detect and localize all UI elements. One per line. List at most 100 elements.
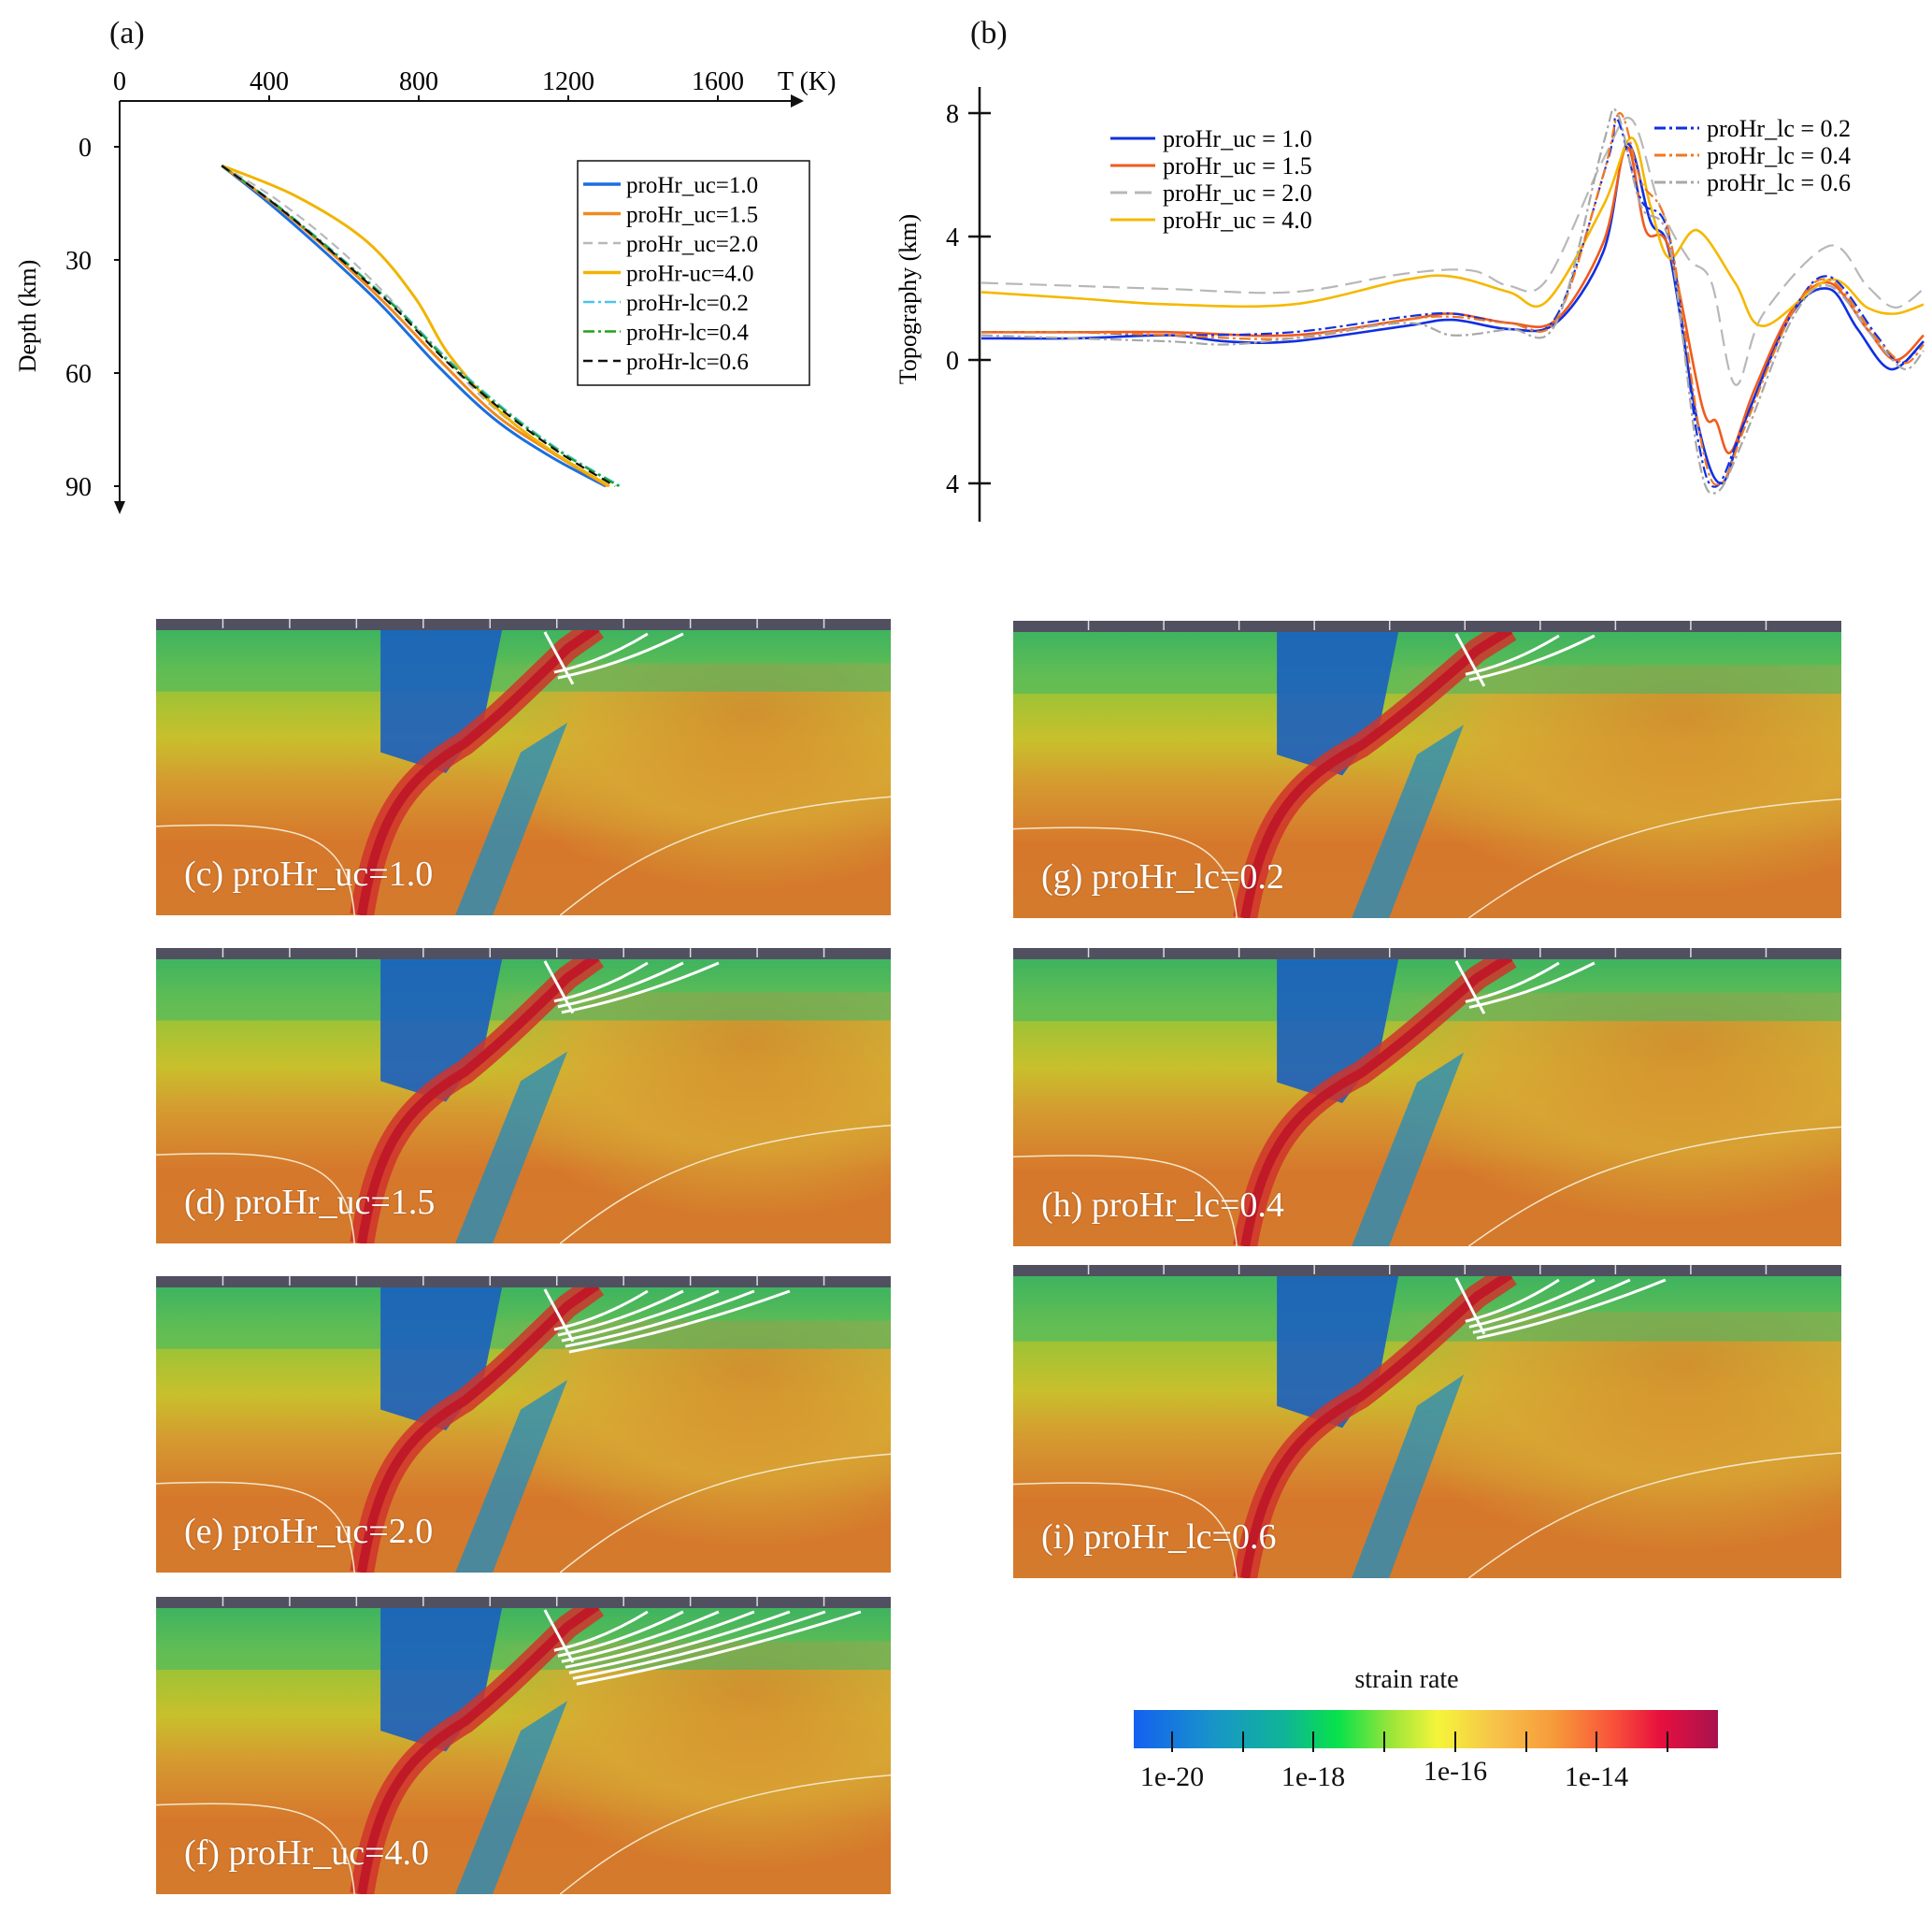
map-slab-sliver: [1352, 1052, 1465, 1246]
fault-trace-thrust: [561, 1610, 720, 1663]
legend-label: proHr_lc = 0.6: [1707, 169, 1851, 196]
y-axis-label: Depth (km): [14, 260, 41, 373]
strain-map-label: (e) proHr_uc=2.0: [184, 1512, 434, 1551]
y-tick-label: 4: [946, 470, 959, 499]
strain-map-c: (c) proHr_uc=1.0: [156, 619, 891, 915]
strain-map-label: (h) proHr_lc=0.4: [1041, 1185, 1284, 1225]
x-tick-label: 1600: [692, 67, 744, 96]
strain-map-canvas: [156, 619, 891, 915]
legend-label: proHr_uc=1.0: [626, 173, 758, 198]
x-tick-label: 0: [113, 67, 126, 96]
map-isotherm-right: [1467, 1126, 1841, 1246]
fault-trace-thrust: [576, 1610, 862, 1686]
strain-map-canvas: [1013, 621, 1841, 918]
strain-map-g: (g) proHr_lc=0.2: [1013, 621, 1841, 918]
legend-label: proHr-lc=0.2: [626, 291, 749, 316]
strain-map-label: (i) proHr_lc=0.6: [1041, 1517, 1277, 1557]
strain-map-h: (h) proHr_lc=0.4: [1013, 948, 1841, 1246]
map-shear-zone-core: [357, 953, 600, 1243]
map-surface-strip: [156, 948, 891, 959]
colorbar-tick: [1312, 1731, 1314, 1752]
fault-trace-thrust: [565, 1610, 755, 1669]
map-isotherm-right: [559, 796, 891, 915]
legend-label: proHr_uc = 1.0: [1163, 125, 1312, 152]
map-isotherm-right: [559, 1453, 891, 1573]
series-line-3: [221, 164, 610, 488]
temperature-depth-chart: 0 400 800 1200 1600 T (K) 0 30 60 90 Depth (km) pro…: [14, 67, 836, 514]
fault-trace-thrust: [1468, 634, 1596, 682]
fault-trace-thrust: [557, 1610, 684, 1658]
fault-trace-thrust: [553, 961, 649, 1003]
map-shear-zone-core: [357, 1281, 600, 1573]
colorbar-gradient: [1134, 1710, 1718, 1748]
legend-label: proHr-lc=0.6: [626, 350, 749, 375]
map-isotherm-left: [156, 824, 355, 915]
map-slab-sliver: [455, 1051, 568, 1243]
fault-trace-thrust: [572, 1610, 826, 1680]
map-isotherm-left: [156, 1153, 355, 1243]
map-isotherm-left: [156, 1481, 355, 1573]
x-axis-arrow: [791, 94, 804, 108]
y-tick-label: 8: [946, 100, 959, 129]
map-isotherm-left: [1013, 826, 1238, 918]
colorbar-tick-label: 1e-14: [1564, 1761, 1629, 1792]
strain-map-i: (i) proHr_lc=0.6: [1013, 1265, 1841, 1578]
y-tick-label: 30: [65, 247, 92, 276]
x-tick-label: 1200: [542, 67, 594, 96]
strain-map-canvas: [1013, 948, 1841, 1246]
fault-trace-thrust: [1465, 634, 1560, 676]
strain-map-canvas: [156, 1276, 891, 1573]
fault-trace-thrust: [553, 1289, 649, 1331]
strain-map-label: (f) proHr_uc=4.0: [184, 1833, 430, 1873]
map-warm-zone: [1385, 992, 1841, 1246]
map-slab-sliver: [455, 1379, 568, 1573]
fault-trace-thrust: [1468, 1278, 1596, 1329]
colorbar-tick: [1171, 1731, 1173, 1752]
colorbar-tick-label: 1e-16: [1423, 1756, 1488, 1787]
map-shear-zone-core: [357, 1602, 600, 1894]
y-axis-label: Topography (km): [894, 214, 922, 384]
fault-trace-thrust: [557, 1289, 684, 1337]
map-slab-sliver: [455, 1701, 568, 1894]
colorbar-tick-label: 1e-18: [1281, 1761, 1346, 1792]
map-slab-sliver: [1352, 725, 1465, 918]
map-isotherm-right: [1467, 1452, 1841, 1578]
fault-trace-thrust: [1465, 961, 1560, 1003]
legend-label: proHr_uc=1.5: [626, 203, 758, 228]
map-shear-zone-core: [1240, 1270, 1513, 1578]
fault-trace-thrust: [568, 1289, 791, 1354]
map-isotherm-left: [1013, 1155, 1238, 1246]
strain-map-canvas: [156, 948, 891, 1243]
map-shear-zone-core: [1240, 625, 1513, 918]
legend-label: proHr_uc = 1.5: [1163, 152, 1312, 180]
map-isotherm-right: [1467, 798, 1841, 918]
panel-b-label: (b): [970, 16, 1008, 50]
colorbar-tick: [1383, 1731, 1385, 1752]
fault-trace-thrust: [568, 1610, 791, 1674]
panel-a-label: (a): [109, 16, 145, 50]
strain-map-canvas: [1013, 1265, 1841, 1578]
y-tick-label: 0: [79, 134, 92, 163]
y-tick-label: 0: [946, 347, 959, 376]
y-tick-label: 90: [65, 473, 92, 502]
series-line-6: [980, 108, 1925, 495]
fault-trace-thrust: [1472, 1278, 1631, 1334]
legend-label: proHr_uc = 4.0: [1163, 207, 1312, 234]
colorbar-tick-label: 1e-20: [1139, 1761, 1205, 1792]
colorbar-tick: [1454, 1731, 1456, 1752]
legend-label: proHr_lc = 0.2: [1707, 115, 1851, 142]
strain-map-e: (e) proHr_uc=2.0: [156, 1276, 891, 1573]
fault-trace-thrust: [565, 1289, 755, 1348]
map-isotherm-left: [1013, 1482, 1238, 1578]
strain-map-label: (c) proHr_uc=1.0: [184, 855, 434, 894]
legend-label: proHr_uc=2.0: [626, 232, 758, 257]
fault-trace-thrust: [557, 632, 684, 680]
map-surface-strip: [1013, 948, 1841, 959]
map-warm-zone: [486, 1641, 891, 1894]
fault-trace-thrust: [553, 1610, 649, 1652]
legend-label: proHr_uc = 2.0: [1163, 180, 1312, 207]
y-tick-label: 60: [65, 360, 92, 389]
series-line-2: [221, 165, 610, 487]
